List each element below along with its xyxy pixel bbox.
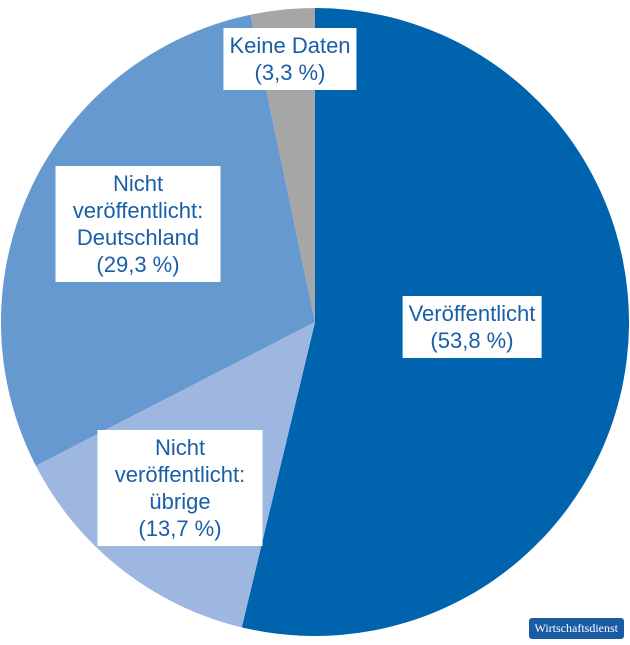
slice-label: Nicht veröffentlicht: übrige (13,7 %) [97,430,263,546]
category: Nicht veröffentlicht: übrige [114,435,246,514]
value-label: (29,3 %) [96,252,180,277]
category: Keine Daten [229,33,351,58]
value-label: (3,3 %) [254,60,326,85]
category: Veröffentlicht [408,301,536,326]
source: Wirtschaftsdienst [528,618,624,639]
category: Nicht veröffentlicht: Deutschland [72,171,204,250]
slice-label: Keine Daten (3,3 %) [223,28,357,90]
value-label: (13,7 %) [138,516,222,541]
slice-label: Veröffentlicht (53,8 %) [402,296,542,358]
slice-label: Nicht veröffentlicht: Deutschland (29,3 %… [55,166,221,282]
value-label: (53,8 %) [430,328,514,353]
